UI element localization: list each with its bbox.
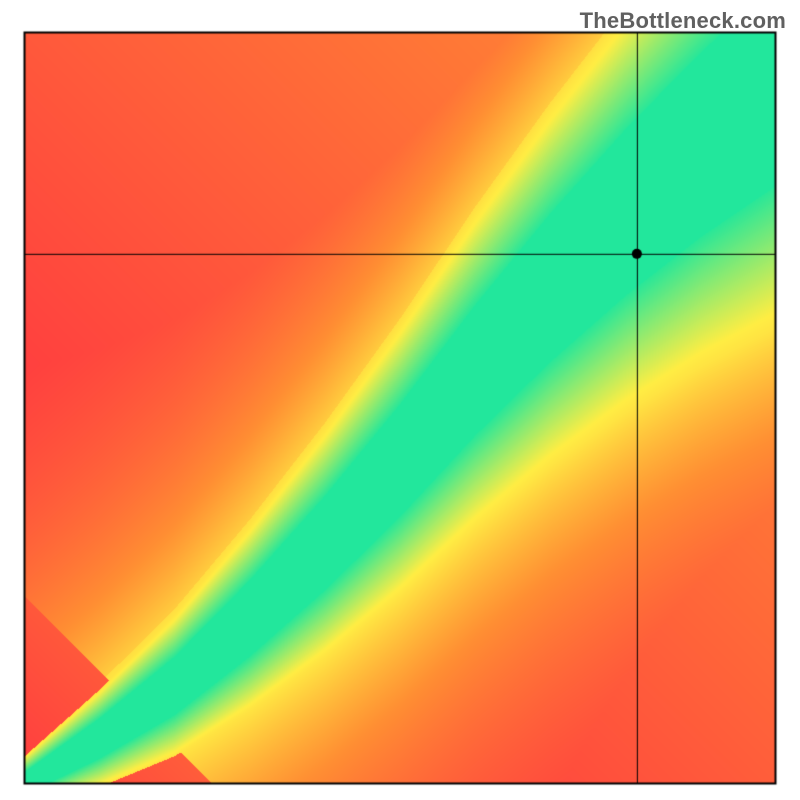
watermark-text: TheBottleneck.com [580, 8, 786, 34]
heatmap-canvas [0, 0, 800, 800]
chart-container: TheBottleneck.com [0, 0, 800, 800]
heatmap-chart [0, 0, 800, 800]
